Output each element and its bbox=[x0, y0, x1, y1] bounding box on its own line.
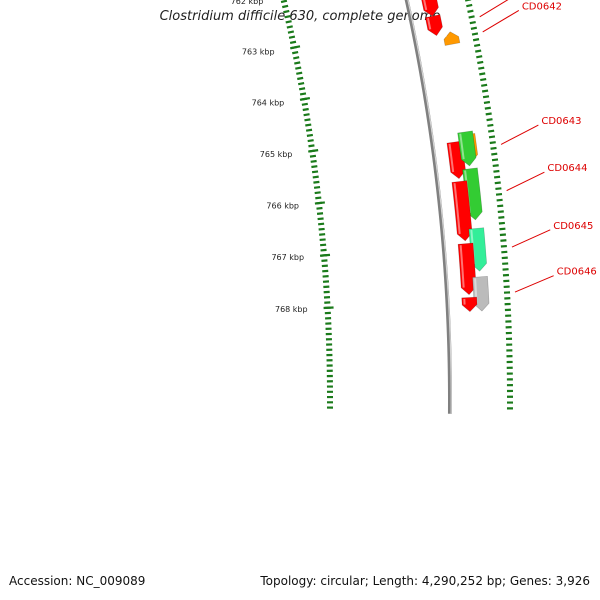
tick-label: 766 kbp bbox=[266, 201, 299, 210]
gene-arrow bbox=[421, 0, 439, 17]
gene-arrow bbox=[451, 180, 473, 242]
genome-backbone bbox=[404, 0, 452, 414]
major-tick bbox=[314, 201, 325, 205]
gene-arrow-highlight bbox=[459, 245, 465, 288]
gene-arrow bbox=[443, 31, 461, 46]
gene-label: CD0642 bbox=[522, 1, 562, 12]
map-title: Clostridium difficile 630, complete geno… bbox=[159, 9, 441, 24]
major-tick bbox=[299, 97, 311, 101]
major-tick bbox=[308, 149, 319, 153]
gene-leader-line bbox=[482, 9, 520, 33]
gene-arrow-highlight bbox=[423, 0, 428, 11]
topology-text: Topology: circular; Length: 4,290,252 bp… bbox=[260, 574, 590, 588]
tick-label: 763 kbp bbox=[242, 48, 275, 57]
gene-arrow bbox=[424, 14, 443, 37]
major-tick bbox=[289, 45, 301, 50]
major-tick bbox=[319, 253, 331, 257]
gene-label: CD0645 bbox=[553, 221, 593, 232]
gene-arrow-highlight bbox=[444, 33, 447, 37]
gene-arrow bbox=[461, 296, 478, 313]
gene-label: CD0643 bbox=[541, 116, 581, 127]
gene-arrow-highlight bbox=[427, 18, 432, 30]
tick-label: 768 kbp bbox=[275, 305, 308, 314]
gene-leader-line bbox=[479, 0, 509, 18]
gene-leader-line bbox=[511, 229, 551, 248]
inner-tick-ring bbox=[280, 0, 334, 409]
gene-leader-line bbox=[500, 124, 539, 145]
gene-leader-line bbox=[506, 171, 545, 192]
gene-arrow-highlight bbox=[453, 183, 461, 235]
outer-tick-ring bbox=[465, 0, 514, 410]
gene-arrow bbox=[457, 242, 477, 296]
gene-arrow bbox=[457, 130, 477, 167]
gene-leader-line bbox=[514, 275, 554, 293]
tick-label: 765 kbp bbox=[260, 150, 293, 159]
gene-arrow-highlight bbox=[459, 133, 465, 160]
accession-text: Accession: NC_009089 bbox=[9, 574, 146, 588]
gene-arrow-highlight bbox=[448, 143, 455, 173]
gene-label: CD0646 bbox=[557, 267, 597, 278]
genome-backbone-highlight bbox=[407, 0, 452, 414]
major-tick bbox=[323, 306, 334, 310]
tick-label: 764 kbp bbox=[252, 99, 285, 108]
tick-label: 767 kbp bbox=[271, 253, 304, 262]
tick-label: 762 kbp bbox=[231, 0, 264, 6]
gene-label: CD0644 bbox=[547, 163, 587, 174]
